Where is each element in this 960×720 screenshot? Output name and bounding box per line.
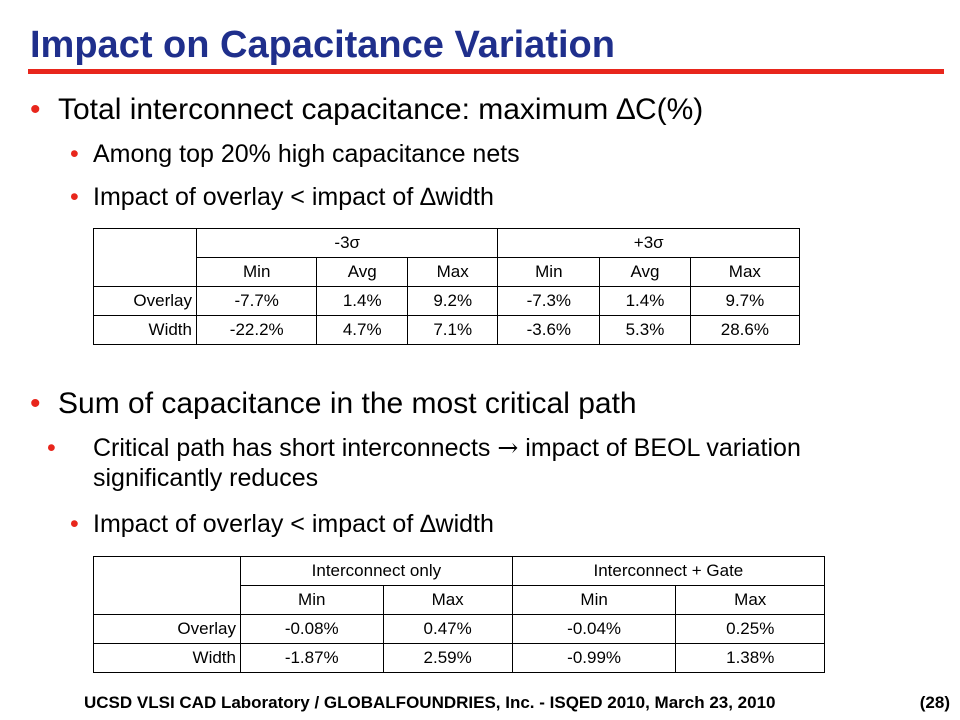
subheader-cell: Min — [497, 257, 601, 287]
capacitance-table-critical-path: Interconnect only Interconnect + Gate Mi… — [93, 556, 826, 673]
subheader-cell: Max — [406, 257, 499, 287]
table-cell: 0.47% — [382, 614, 513, 644]
table-group-header-row: -3σ +3σ — [93, 228, 800, 287]
table-corner-cell — [93, 556, 241, 615]
bullet-text: Impact of overlay < impact of ∆width — [93, 510, 494, 538]
capacitance-table-total: -3σ +3σ Min Avg Max Min Avg Max Overlay … — [93, 228, 801, 345]
slide-title: Impact on Capacitance Variation — [30, 24, 615, 66]
table-cell: 1.38% — [675, 643, 825, 673]
group-header-interconnect-gate: Interconnect + Gate — [511, 556, 826, 586]
row-label: Width — [93, 643, 241, 673]
table-cell: -7.3% — [497, 286, 601, 316]
subheader-cell: Max — [689, 257, 801, 287]
subheader-cell: Avg — [316, 257, 408, 287]
footer-text: UCSD VLSI CAD Laboratory / GLOBALFOUNDRI… — [84, 693, 776, 712]
subheader-cell: Min — [511, 585, 677, 615]
table-cell: 9.2% — [406, 286, 499, 316]
table-row: Width -1.87% 2.59% -0.99% 1.38% — [93, 643, 825, 673]
bullet-dot-icon: • — [70, 140, 79, 168]
table-cell: -1.87% — [240, 643, 384, 673]
group-header-plus-3sigma: +3σ — [497, 228, 800, 258]
table-cell: 5.3% — [599, 315, 691, 345]
bullet-text-end: impact of BEOL variation significantly r… — [93, 434, 801, 492]
table-corner-cell — [93, 228, 197, 287]
table-cell: 9.7% — [689, 286, 801, 316]
subheader-cell: Max — [382, 585, 513, 615]
bullet-overlay-vs-width-1: • Impact of overlay < impact of ∆width — [70, 182, 494, 212]
subheader-cell: Avg — [599, 257, 691, 287]
table-cell: 1.4% — [599, 286, 691, 316]
table-cell: 1.4% — [316, 286, 408, 316]
table-cell: -0.99% — [511, 643, 677, 673]
table-cell: 7.1% — [406, 315, 499, 345]
subheader-cell: Min — [240, 585, 384, 615]
table-cell: 0.25% — [675, 614, 825, 644]
table-cell: -3.6% — [497, 315, 601, 345]
page-number: (28) — [919, 693, 950, 712]
table-row: Overlay -7.7% 1.4% 9.2% -7.3% 1.4% 9.7% — [93, 286, 801, 316]
bullet-dot-icon: • — [30, 387, 41, 420]
bullet-dot-icon: • — [47, 434, 56, 462]
title-underline — [28, 69, 944, 74]
bullet-text: Impact of overlay < impact of ∆width — [93, 183, 494, 211]
bullet-top-nets: • Among top 20% high capacitance nets — [70, 139, 520, 169]
row-label: Width — [93, 315, 197, 345]
bullet-critical-path-sum: • Sum of capacitance in the most critical… — [30, 386, 637, 422]
table-subheader-row: Min Max Min Max — [94, 585, 825, 615]
table-subheader-row: Min Avg Max Min Avg Max — [94, 257, 801, 287]
table-group-header-row: Interconnect only Interconnect + Gate — [93, 556, 826, 615]
bullet-critical-path-short: • Critical path has short interconnects →… — [47, 433, 913, 493]
bullet-dot-icon: • — [70, 183, 79, 211]
bullet-text: Total interconnect capacitance: maximum … — [58, 93, 704, 126]
table-row: Width -22.2% 4.7% 7.1% -3.6% 5.3% 28.6% — [93, 315, 801, 345]
bullet-total-capacitance: • Total interconnect capacitance: maximum… — [30, 92, 703, 128]
row-label: Overlay — [93, 614, 241, 644]
bullet-overlay-vs-width-2: • Impact of overlay < impact of ∆width — [70, 509, 494, 539]
table-cell: -22.2% — [195, 315, 318, 345]
subheader-cell: Min — [195, 257, 318, 287]
table-cell: 2.59% — [382, 643, 513, 673]
table-cell: -7.7% — [195, 286, 318, 316]
table-cell: -0.04% — [511, 614, 677, 644]
bullet-text: Sum of capacitance in the most critical … — [58, 387, 637, 420]
table-cell: -0.08% — [240, 614, 384, 644]
table-cell: 28.6% — [689, 315, 801, 345]
row-label: Overlay — [93, 286, 197, 316]
table-cell: 4.7% — [316, 315, 408, 345]
bullet-text-start: Critical path has short interconnects — [93, 434, 491, 462]
right-arrow-icon: → — [497, 433, 519, 462]
bullet-dot-icon: • — [70, 510, 79, 538]
group-header-interconnect-only: Interconnect only — [240, 556, 513, 586]
table-row: Overlay -0.08% 0.47% -0.04% 0.25% — [93, 614, 825, 644]
group-header-minus-3sigma: -3σ — [195, 228, 499, 258]
bullet-text: Among top 20% high capacitance nets — [93, 140, 520, 168]
subheader-cell: Max — [675, 585, 825, 615]
bullet-dot-icon: • — [30, 93, 41, 126]
